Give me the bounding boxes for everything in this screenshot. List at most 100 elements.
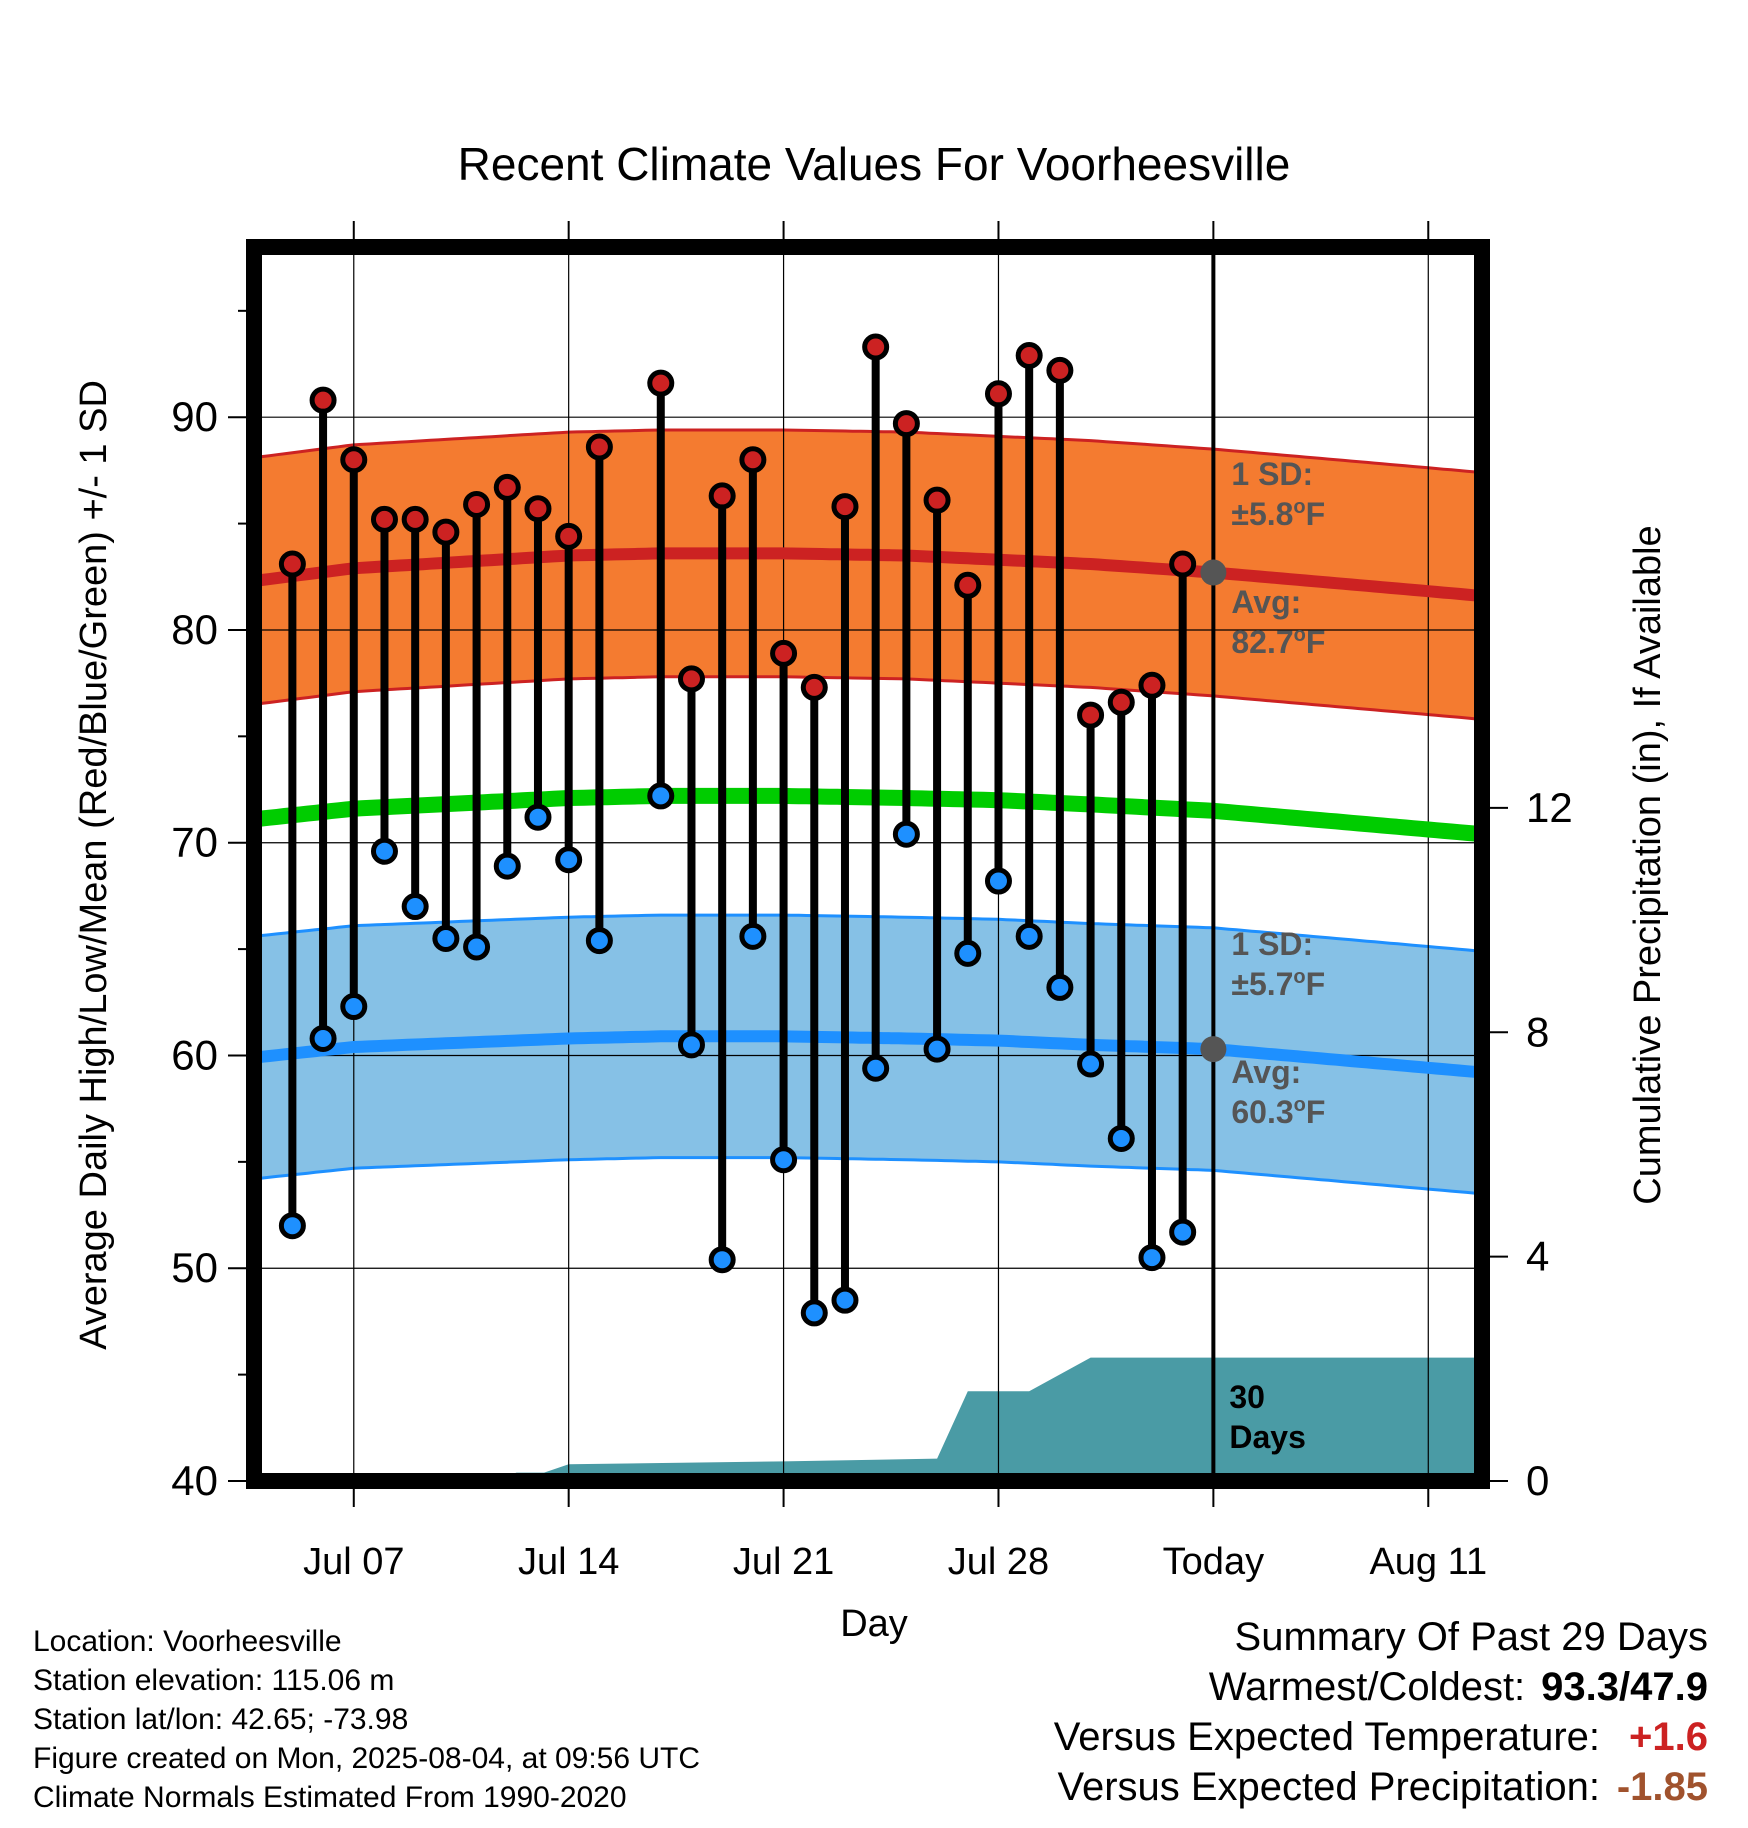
daily-high-point [984, 380, 1012, 408]
daily-low-point [1046, 973, 1074, 1001]
today-high-avg-marker [1200, 559, 1227, 586]
daily-high-point [1046, 356, 1074, 384]
daily-low-point [493, 852, 521, 880]
daily-high-point [463, 490, 491, 518]
high-avg-annotation-line: Avg: [1231, 584, 1301, 620]
low-sd-annotation-line: ±5.7oF [1231, 966, 1325, 1002]
low-avg-annotation: Avg: 60.3oF [1231, 1054, 1325, 1130]
location-text: Location: Voorheesville [33, 1625, 342, 1658]
precip-area [254, 1357, 1482, 1481]
y-tick-label: 50 [171, 1244, 218, 1291]
degree-symbol: o [1294, 624, 1306, 646]
low-sd-annotation: 1 SD: ±5.7oF [1231, 926, 1325, 1002]
high-sd-annotation-line: 1 SD: [1231, 456, 1313, 492]
daily-high-point [1107, 688, 1135, 716]
high-avg-annotation: Avg: 82.7oF [1231, 584, 1325, 660]
low-sd-band-upper-edge [253, 913, 1483, 953]
daily-low-point [800, 1299, 828, 1327]
y2-tick-label: 0 [1526, 1457, 1549, 1504]
daily-high-point [954, 571, 982, 599]
today-low-avg-marker [1200, 1036, 1227, 1063]
daily-high-point [1169, 550, 1197, 578]
daily-high-point [278, 550, 306, 578]
chart-title: Recent Climate Values For Voorheesville [458, 138, 1291, 190]
degree-unit: F [1306, 624, 1326, 660]
high-avg-line [253, 547, 1483, 602]
precip-days-annotation-line: 30 [1229, 1379, 1265, 1415]
daily-high-point [923, 486, 951, 514]
degree-symbol: o [1294, 1094, 1306, 1116]
precip-value: -1.85 [1616, 1765, 1708, 1809]
daily-high-point [862, 333, 890, 361]
daily-low-point [739, 922, 767, 950]
daily-high-point [1015, 342, 1043, 370]
x-axis-label: Day [840, 1603, 908, 1645]
daily-low-point [954, 939, 982, 967]
summary-precip-row: Versus Expected Precipitation: -1.85 [1054, 1762, 1708, 1812]
mean-avg-line [253, 787, 1483, 843]
high-sd-annotation: 1 SD: ±5.8oF [1231, 456, 1325, 532]
high-sd-band-upper-edge [253, 428, 1483, 474]
low-sd-band [254, 915, 1482, 1194]
daily-high-point [647, 369, 675, 397]
x-tick-label: Aug 11 [1369, 1541, 1487, 1583]
created-text: Figure created on Mon, 2025-08-04, at 09… [33, 1742, 701, 1775]
y-tick-label: 40 [171, 1457, 218, 1504]
y-tick-label: 60 [171, 1031, 218, 1078]
daily-low-point [524, 803, 552, 831]
daily-low-point [677, 1031, 705, 1059]
low-avg-annotation-line: 60.3oF [1231, 1094, 1325, 1130]
daily-low-point [432, 924, 460, 952]
y2-tick-label: 12 [1526, 784, 1573, 831]
daily-low-point [401, 893, 429, 921]
high-avg-annotation-line: 82.7oF [1231, 624, 1325, 660]
daily-low-point [309, 1024, 337, 1052]
daily-high-point [1077, 701, 1105, 729]
daily-high-point [370, 505, 398, 533]
low-sd-annotation-line: 1 SD: [1231, 926, 1313, 962]
daily-high-point [401, 505, 429, 533]
temp-label: Versus Expected Temperature: [1053, 1715, 1600, 1759]
daily-high-point [1138, 671, 1166, 699]
high-sd-band [254, 430, 1482, 720]
daily-high-point [739, 446, 767, 474]
low-avg-annotation-line: Avg: [1231, 1054, 1301, 1090]
daily-high-point [340, 446, 368, 474]
degree-symbol: o [1293, 496, 1305, 518]
y-tick-label: 70 [171, 819, 218, 866]
daily-high-point [524, 495, 552, 523]
y2-tick-label: 4 [1526, 1233, 1549, 1280]
plot-frame [246, 239, 1490, 1489]
daily-high-point [585, 433, 613, 461]
x-tick-label: Jul 28 [948, 1541, 1049, 1583]
y-axis-label: Average Daily High/Low/Mean (Red/Blue/Gr… [73, 380, 115, 1350]
daily-high-point [770, 639, 798, 667]
high-sd-band-lower-edge [253, 675, 1483, 721]
station-info: Location: Voorheesville Station elevatio… [33, 1622, 700, 1817]
x-tick-label: Jul 07 [303, 1541, 404, 1583]
daily-low-point [1138, 1244, 1166, 1272]
summary-temp-row: Versus Expected Temperature: +1.6 [1054, 1712, 1708, 1762]
precip-days-annotation: 30 Days [1229, 1379, 1306, 1455]
x-tick-label: Jul 21 [733, 1541, 834, 1583]
daily-high-point [831, 493, 859, 521]
x-tick-label: Today [1163, 1541, 1264, 1583]
warmest-label: Warmest/Coldest: [1208, 1665, 1526, 1709]
low-avg-line [253, 1030, 1483, 1079]
daily-high-point [493, 473, 521, 501]
degree-unit: F [1306, 1094, 1326, 1130]
daily-high-point [432, 518, 460, 546]
daily-low-point [984, 867, 1012, 895]
daily-low-point [1169, 1218, 1197, 1246]
temp-value: +1.6 [1629, 1715, 1708, 1759]
daily-low-point [770, 1146, 798, 1174]
daily-low-point [862, 1054, 890, 1082]
daily-high-point [677, 665, 705, 693]
daily-low-point [1077, 1050, 1105, 1078]
daily-low-point [892, 820, 920, 848]
daily-high-point [708, 482, 736, 510]
y-tick-label: 90 [171, 393, 218, 440]
warmest-value: 93.3/47.9 [1541, 1665, 1708, 1709]
daily-low-point [555, 846, 583, 874]
